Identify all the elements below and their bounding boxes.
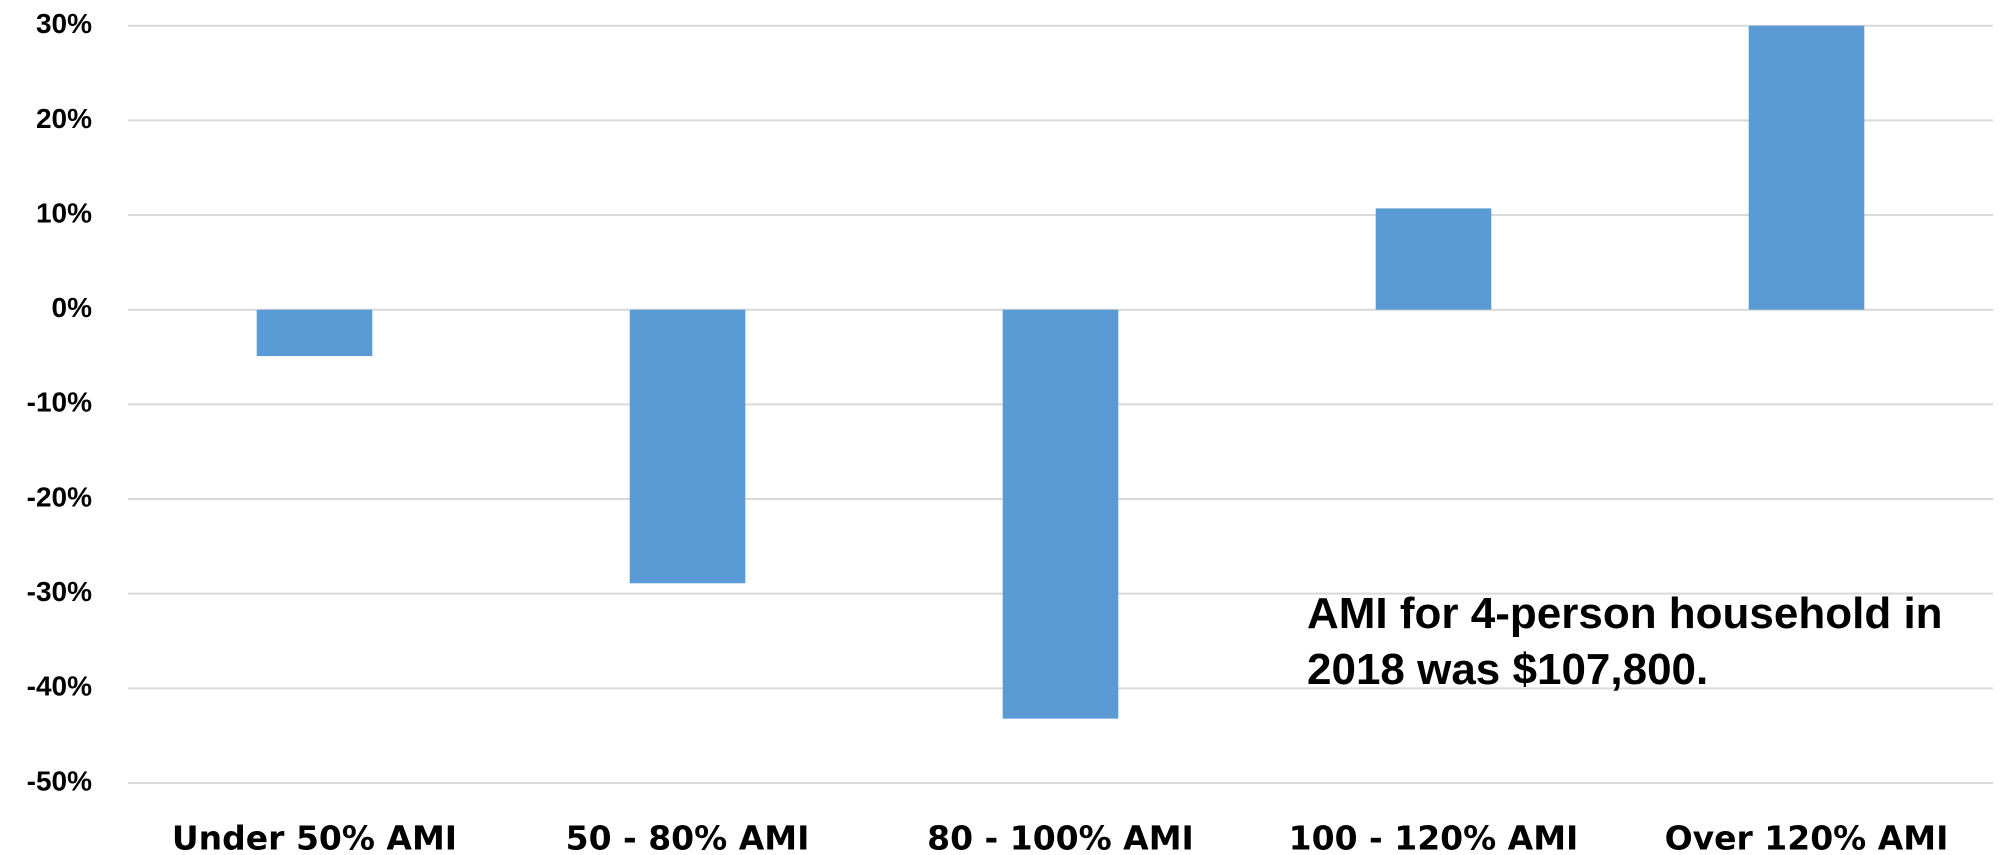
x-tick-label: 50 - 80% AMI	[566, 819, 810, 855]
y-tick-label: 30%	[36, 8, 92, 39]
bar	[1375, 208, 1492, 310]
y-tick-label: 10%	[36, 197, 92, 228]
y-tick-label: -50%	[27, 765, 92, 796]
x-tick-label: Under 50% AMI	[172, 819, 457, 855]
y-tick-label: 0%	[52, 292, 93, 323]
x-tick-label: 100 - 120% AMI	[1289, 819, 1579, 855]
bar	[1748, 25, 1865, 310]
x-tick-label: Over 120% AMI	[1665, 819, 1949, 855]
y-tick-label: 20%	[36, 103, 92, 134]
y-tick-label: -10%	[27, 387, 92, 418]
x-tick-label: 80 - 100% AMI	[927, 819, 1194, 855]
y-tick-label: -20%	[27, 481, 92, 512]
bar	[256, 309, 373, 357]
bar	[1002, 309, 1119, 719]
y-tick-label: -30%	[27, 576, 92, 607]
y-tick-label: -40%	[27, 671, 92, 702]
bar	[629, 309, 746, 584]
annotation: 2018 was $107,800.	[1307, 645, 1708, 694]
annotation: AMI for 4-person household in	[1307, 589, 1943, 638]
